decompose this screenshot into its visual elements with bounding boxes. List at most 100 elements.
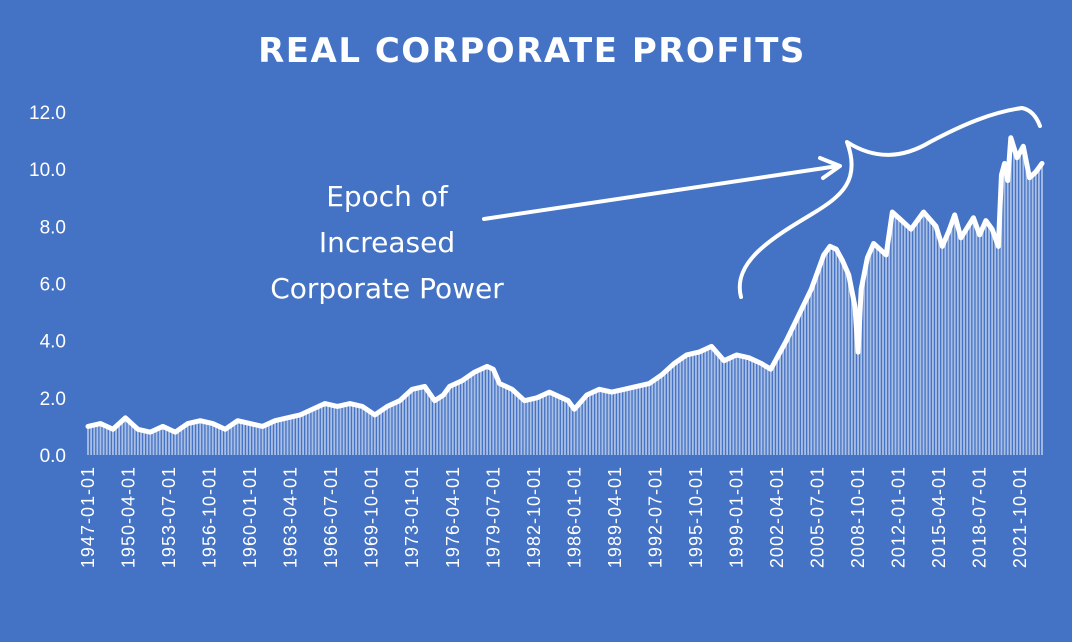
area-bar xyxy=(392,403,395,455)
area-bar xyxy=(389,404,392,455)
area-bar xyxy=(688,354,691,455)
area-bar xyxy=(910,229,912,455)
area-bar xyxy=(224,429,227,455)
area-bar xyxy=(657,377,660,455)
area-bar xyxy=(327,404,329,455)
x-tick-label: 1969-10-01 xyxy=(362,466,382,568)
area-bar xyxy=(953,214,956,455)
area-bar xyxy=(271,422,273,455)
area-bar xyxy=(1034,172,1037,455)
area-bar xyxy=(345,404,348,455)
area-bar xyxy=(819,263,822,455)
area-bar xyxy=(199,420,202,455)
area-bar xyxy=(221,427,223,455)
area-bar xyxy=(196,421,199,455)
area-bar xyxy=(383,408,386,455)
area-bar xyxy=(651,381,654,455)
annotation-arrow-head xyxy=(818,156,842,180)
area-bar xyxy=(676,361,679,455)
area-bar xyxy=(925,215,928,455)
area-bar xyxy=(152,430,155,455)
area-bar xyxy=(448,386,451,455)
area-bar xyxy=(380,410,382,455)
area-bar xyxy=(891,212,894,455)
area-bar xyxy=(408,392,411,455)
x-tick-label: 1953-07-01 xyxy=(159,466,179,568)
area-bar xyxy=(757,362,760,455)
area-bar xyxy=(458,382,460,455)
area-bar xyxy=(613,391,616,455)
area-bar xyxy=(96,424,99,455)
area-bar xyxy=(486,366,488,455)
area-bar xyxy=(579,402,582,455)
x-tick-label: 1982-10-01 xyxy=(524,466,544,568)
x-tick-label: 2012-01-01 xyxy=(889,466,909,568)
area-bar xyxy=(620,389,623,455)
area-bar xyxy=(1031,174,1034,455)
area-bar xyxy=(476,370,479,455)
area-bar xyxy=(969,222,972,455)
area-bar xyxy=(1000,174,1003,455)
area-bar xyxy=(398,400,401,455)
area-bar xyxy=(785,340,788,455)
area-bar xyxy=(299,414,301,455)
area-bar xyxy=(193,422,195,455)
area-bar xyxy=(872,243,875,455)
area-bar xyxy=(732,356,735,455)
area-bar xyxy=(847,274,850,455)
area-bar xyxy=(919,216,922,455)
area-bar xyxy=(118,423,121,455)
area-bar xyxy=(738,355,741,455)
area-bar xyxy=(604,390,607,455)
area-bar xyxy=(108,427,111,455)
area-bar xyxy=(454,383,457,455)
area-bar xyxy=(554,394,557,455)
area-bar xyxy=(838,254,841,455)
area-bar xyxy=(1003,163,1006,455)
area-bar xyxy=(897,217,900,455)
area-bar xyxy=(645,384,647,455)
area-bar xyxy=(751,359,753,455)
area-bar xyxy=(99,423,102,455)
area-bar xyxy=(439,397,442,455)
area-bar xyxy=(863,273,866,455)
area-bar xyxy=(280,419,283,455)
area-bar xyxy=(205,422,208,455)
area-bar xyxy=(601,389,604,455)
area-bar xyxy=(807,295,810,455)
area-bar xyxy=(536,397,538,455)
area-bar xyxy=(342,404,345,455)
area-bar xyxy=(529,399,532,455)
area-bar xyxy=(526,399,529,455)
area-bar xyxy=(885,254,888,455)
area-bar xyxy=(218,426,220,455)
area-bar xyxy=(1019,152,1022,455)
area-bar xyxy=(704,349,707,455)
area-bar xyxy=(607,391,610,455)
area-bar xyxy=(576,405,579,455)
area-bar xyxy=(507,387,510,455)
x-tick-label: 1995-10-01 xyxy=(686,466,706,568)
area-bar xyxy=(261,426,264,455)
area-bar xyxy=(797,314,800,455)
area-bar xyxy=(183,425,186,455)
area-bar xyxy=(975,226,978,455)
series-line xyxy=(85,135,1045,435)
area-bar xyxy=(978,234,981,455)
area-bar xyxy=(1025,162,1028,455)
area-bar xyxy=(741,356,744,455)
area-bar xyxy=(93,424,96,455)
area-bar xyxy=(723,360,725,455)
x-tick-label: 1960-01-01 xyxy=(240,466,260,568)
area-bar xyxy=(115,426,117,455)
area-bar xyxy=(124,417,127,455)
x-tick-label: 1989-04-01 xyxy=(605,466,625,568)
area-bar xyxy=(227,427,230,455)
area-bar xyxy=(713,349,716,455)
area-bar xyxy=(972,217,975,455)
area-bar xyxy=(648,383,651,455)
y-tick-label: 4.0 xyxy=(40,332,66,353)
area-bar xyxy=(348,403,351,455)
area-bar xyxy=(511,389,513,455)
